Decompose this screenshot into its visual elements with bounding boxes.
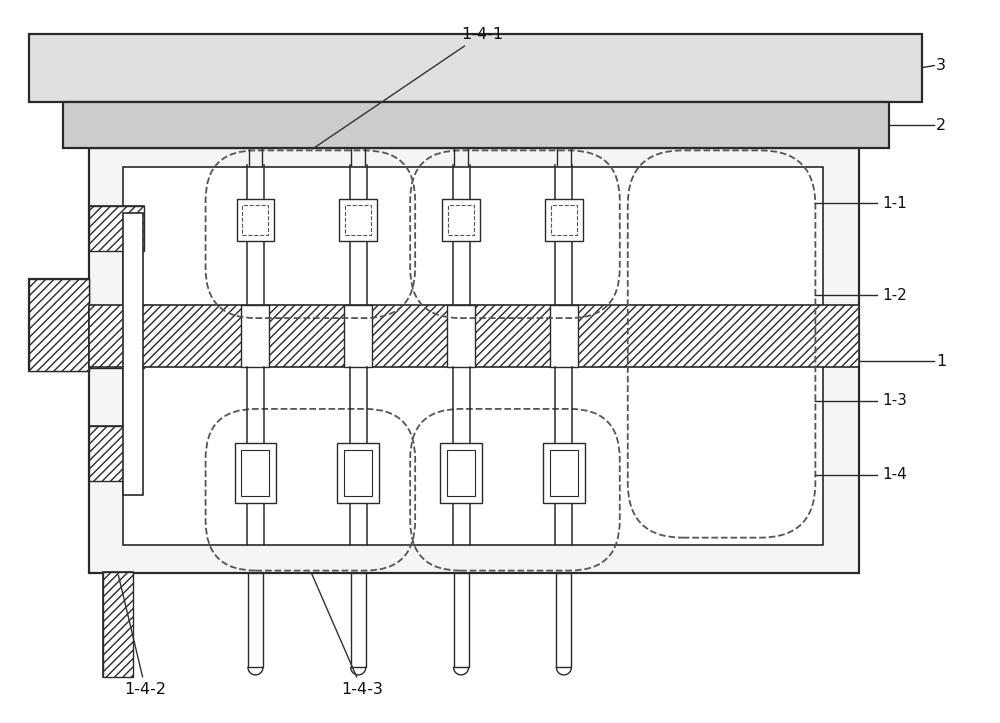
Text: 1: 1 (936, 354, 946, 369)
Bar (351, 573, 366, 667)
Bar (89, 426, 131, 481)
Bar (440, 443, 482, 502)
Bar (556, 573, 571, 667)
Bar (543, 443, 585, 502)
Bar (545, 200, 583, 241)
Bar (550, 450, 578, 496)
Bar (241, 450, 269, 496)
Bar (248, 573, 263, 667)
Bar (454, 573, 469, 667)
Bar (123, 213, 143, 495)
Bar (344, 450, 372, 496)
Bar (345, 205, 371, 235)
Text: 1-1: 1-1 (882, 196, 907, 211)
Bar (550, 305, 578, 367)
Text: 1-4-1: 1-4-1 (313, 27, 503, 149)
Bar (447, 305, 475, 367)
Bar (89, 308, 144, 368)
Bar (237, 200, 274, 241)
Bar (89, 426, 131, 481)
Bar (29, 279, 89, 371)
Text: 1-4-3: 1-4-3 (311, 573, 383, 698)
Bar (235, 443, 276, 502)
Bar (89, 206, 144, 251)
Bar (63, 101, 889, 148)
Bar (89, 206, 144, 251)
Bar (447, 450, 475, 496)
Bar (344, 305, 372, 367)
Bar (241, 305, 269, 367)
Bar (89, 305, 859, 367)
Bar (442, 200, 480, 241)
Text: 1-2: 1-2 (882, 288, 907, 303)
Text: 1-3: 1-3 (882, 393, 907, 408)
Bar (339, 200, 377, 241)
Text: 1-4-2: 1-4-2 (118, 576, 167, 698)
Bar (448, 205, 474, 235)
Bar (29, 279, 89, 371)
Bar (103, 572, 133, 677)
Bar (103, 572, 133, 677)
Text: 1-4: 1-4 (882, 467, 907, 482)
Text: 3: 3 (936, 58, 946, 73)
Bar (242, 205, 268, 235)
Bar (29, 34, 922, 101)
Bar (337, 443, 379, 502)
Bar (551, 205, 577, 235)
Bar (89, 148, 859, 573)
Bar (123, 167, 823, 544)
Text: 2: 2 (936, 118, 946, 133)
Bar (89, 308, 144, 368)
